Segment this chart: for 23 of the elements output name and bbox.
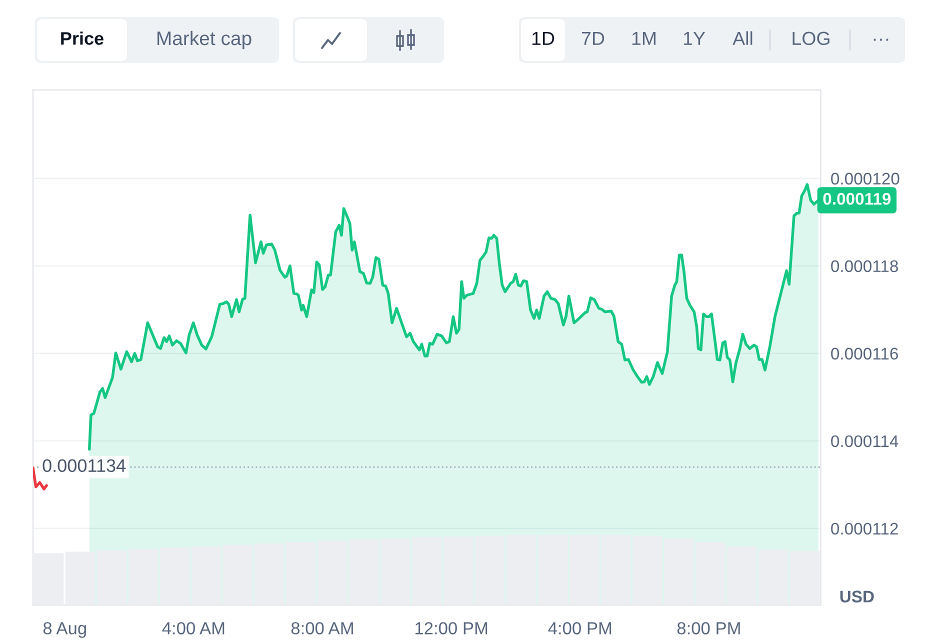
x-tick-label: 4:00 AM <box>162 622 224 634</box>
text: Market cap <box>158 30 252 50</box>
y-tick-label: 0.000112 <box>831 522 898 535</box>
text: All <box>732 31 752 45</box>
x-tick-label: 8:00 AM <box>291 622 353 634</box>
text: Price <box>61 32 104 45</box>
y-tick-label: 0.000116 <box>831 348 898 360</box>
x-tick-label: 12:00 PM <box>415 622 488 634</box>
x-tick-label: 8:00 PM <box>677 622 740 634</box>
text: 7D <box>582 32 604 45</box>
text: ··· <box>874 38 888 41</box>
y-tick-label: 0.000118 <box>831 260 898 272</box>
y-tick-label: 0.000120 <box>831 172 900 185</box>
y-tick-label: 0.000114 <box>831 435 898 448</box>
text: 1D <box>532 32 554 45</box>
annotation: 0.000119 <box>823 192 891 205</box>
x-tick-label: 8 Aug <box>43 622 86 638</box>
text: 1M <box>632 32 656 45</box>
x-tick-label: 4:00 PM <box>548 622 612 634</box>
text: 1Y <box>684 32 706 45</box>
text: LOG <box>792 32 830 46</box>
y-axis-title: USD <box>840 590 874 602</box>
ref-line-label: 0.0001134 <box>42 459 126 472</box>
